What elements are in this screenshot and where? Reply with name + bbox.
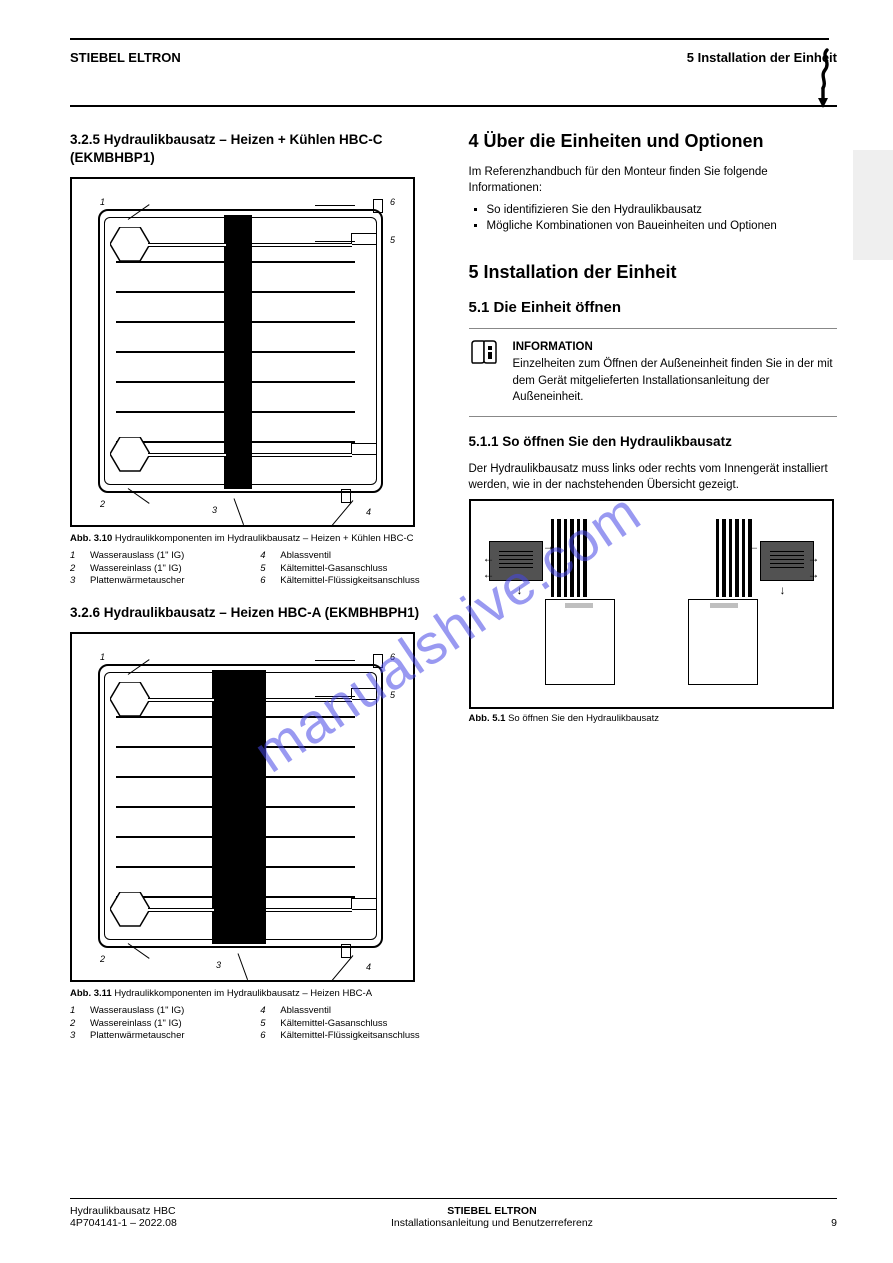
callout-item: 6Kältemittel-Flüssigkeitsanschluss bbox=[260, 575, 438, 588]
heading-3-2-5: 3.2.5 Hydraulikbausatz – Heizen + Kühlen… bbox=[70, 131, 439, 167]
callout-1: 1 bbox=[100, 197, 105, 207]
figure-3-10: 1 6 5 2 3 4 bbox=[70, 177, 415, 527]
figure-3-10-caption-text: Hydraulikkomponenten im Hydraulikbausatz… bbox=[115, 533, 414, 544]
content-columns: 3.2.5 Hydraulikbausatz – Heizen + Kühlen… bbox=[70, 125, 837, 1043]
note-title: INFORMATION bbox=[513, 339, 838, 356]
callout-6: 6 bbox=[390, 197, 395, 207]
fig-3-10-callouts-right: 4Ablassventil 5Kältemittel-Gasanschluss … bbox=[260, 550, 438, 588]
callout-2: 2 bbox=[100, 499, 105, 509]
callout-item: 2Wassereinlass (1" IG) bbox=[70, 563, 248, 576]
fig-3-11-callouts-right: 4Ablassventil 5Kältemittel-Gasanschluss … bbox=[260, 1005, 438, 1043]
note-text: Einzelheiten zum Öffnen der Außeneinheit… bbox=[513, 356, 838, 406]
figure-3-11-caption: Abb. 3.11 Hydraulikkomponenten im Hydrau… bbox=[70, 988, 439, 1000]
page: STIEBEL ELTRON 5 Installation der Einhei… bbox=[0, 0, 893, 1263]
heading-5: 5 Installation der Einheit bbox=[469, 262, 838, 283]
info-note: INFORMATION Einzelheiten zum Öffnen der … bbox=[469, 328, 838, 417]
running-header: STIEBEL ELTRON 5 Installation der Einhei… bbox=[70, 50, 837, 65]
heading-5-1-1: 5.1.1 So öffnen Sie den Hydraulikbausatz bbox=[469, 433, 838, 451]
page-number: 9 bbox=[807, 1217, 837, 1229]
brand-name: STIEBEL ELTRON bbox=[70, 50, 181, 65]
heading-3-2-6: 3.2.6 Hydraulikbausatz – Heizen HBC-A (E… bbox=[70, 604, 439, 622]
info-icon bbox=[469, 339, 499, 365]
figure-5-1-number: Abb. 5.1 bbox=[469, 713, 506, 724]
callout-5: 5 bbox=[390, 690, 395, 700]
page-footer: Hydraulikbausatz HBC 4P704141-1 – 2022.0… bbox=[70, 1198, 837, 1229]
para-5-1-1: Der Hydraulikbausatz muss links oder rec… bbox=[469, 461, 838, 493]
callout-item: 4Ablassventil bbox=[260, 1005, 438, 1018]
brand-logo-icon bbox=[809, 48, 837, 115]
footer-brand: STIEBEL ELTRON bbox=[177, 1205, 807, 1217]
callout-4: 4 bbox=[366, 962, 371, 972]
figure-5-1: ← ← ↓ → → → ↓ ← bbox=[469, 499, 834, 709]
callout-1: 1 bbox=[100, 652, 105, 662]
top-rule bbox=[70, 38, 829, 40]
right-column: 4 Über die Einheiten und Optionen Im Ref… bbox=[469, 125, 838, 1043]
figure-3-11-number: Abb. 3.11 bbox=[70, 988, 112, 999]
figure-3-10-caption: Abb. 3.10 Hydraulikkomponenten im Hydrau… bbox=[70, 533, 439, 545]
callout-item: 3Plattenwärmetauscher bbox=[70, 575, 248, 588]
figure-3-10-number: Abb. 3.10 bbox=[70, 533, 112, 544]
fig-3-10-callouts-left: 1Wasserauslass (1" IG) 2Wassereinlass (1… bbox=[70, 550, 248, 588]
callout-item: 4Ablassventil bbox=[260, 550, 438, 563]
callout-5: 5 bbox=[390, 235, 395, 245]
callout-item: 5Kältemittel-Gasanschluss bbox=[260, 563, 438, 576]
figure-5-1-caption: Abb. 5.1 So öffnen Sie den Hydraulikbaus… bbox=[469, 713, 838, 725]
figure-3-11-caption-text: Hydraulikkomponenten im Hydraulikbausatz… bbox=[114, 988, 372, 999]
list-item: So identifizieren Sie den Hydraulikbausa… bbox=[487, 202, 838, 218]
callout-3: 3 bbox=[216, 960, 221, 970]
callout-item: 3Plattenwärmetauscher bbox=[70, 1030, 248, 1043]
list-4: So identifizieren Sie den Hydraulikbausa… bbox=[487, 202, 838, 234]
callout-2: 2 bbox=[100, 954, 105, 964]
callout-item: 1Wasserauslass (1" IG) bbox=[70, 1005, 248, 1018]
callout-item: 5Kältemittel-Gasanschluss bbox=[260, 1018, 438, 1031]
callout-6: 6 bbox=[390, 652, 395, 662]
callout-4: 4 bbox=[366, 507, 371, 517]
footer-doc-type: Installationsanleitung und Benutzerrefer… bbox=[177, 1217, 807, 1229]
fig-3-11-callouts-left: 1Wasserauslass (1" IG) 2Wassereinlass (1… bbox=[70, 1005, 248, 1043]
footer-doc-code: 4P704141-1 – 2022.08 bbox=[70, 1217, 177, 1229]
footer-left: Hydraulikbausatz HBC 4P704141-1 – 2022.0… bbox=[70, 1205, 177, 1229]
language-tab bbox=[853, 150, 893, 260]
footer-middle: STIEBEL ELTRON Installationsanleitung un… bbox=[177, 1205, 807, 1229]
callout-item: 6Kältemittel-Flüssigkeitsanschluss bbox=[260, 1030, 438, 1043]
heading-5-1: 5.1 Die Einheit öffnen bbox=[469, 299, 838, 316]
left-column: 3.2.5 Hydraulikbausatz – Heizen + Kühlen… bbox=[70, 125, 439, 1043]
footer-doc-title: Hydraulikbausatz HBC bbox=[70, 1205, 177, 1217]
list-item: Mögliche Kombinationen von Baueinheiten … bbox=[487, 218, 838, 234]
figure-3-11: 1 6 5 2 3 4 bbox=[70, 632, 415, 982]
header-rule bbox=[70, 105, 837, 107]
callout-item: 1Wasserauslass (1" IG) bbox=[70, 550, 248, 563]
para-4-intro: Im Referenzhandbuch für den Monteur find… bbox=[469, 164, 838, 196]
callout-item: 2Wassereinlass (1" IG) bbox=[70, 1018, 248, 1031]
callout-3: 3 bbox=[212, 505, 217, 515]
heading-4: 4 Über die Einheiten und Optionen bbox=[469, 131, 838, 152]
figure-5-1-caption-text: So öffnen Sie den Hydraulikbausatz bbox=[508, 713, 659, 724]
